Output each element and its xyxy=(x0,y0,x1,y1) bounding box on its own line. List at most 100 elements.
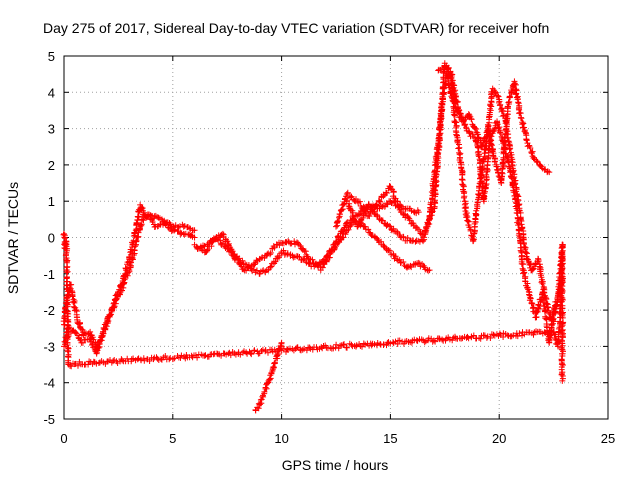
data-point-run xyxy=(463,127,480,145)
data-point-run xyxy=(435,96,446,147)
data-point-run xyxy=(126,241,139,271)
data-point xyxy=(546,169,553,176)
x-axis-label: GPS time / hours xyxy=(282,457,389,473)
x-tick-labels: 0 5 10 15 20 25 xyxy=(60,431,615,446)
data-point xyxy=(278,339,285,346)
data-point-run xyxy=(426,178,437,222)
data-point-run xyxy=(498,104,511,184)
data-point xyxy=(343,190,350,197)
data-point-run xyxy=(535,255,548,296)
y-axis-label: SDTVAR / TECUs xyxy=(5,182,21,294)
data-point-run xyxy=(108,291,123,313)
data-point-run xyxy=(67,281,80,321)
data-point-run xyxy=(257,392,267,407)
x-tick-label: 20 xyxy=(492,431,506,446)
data-point-run xyxy=(419,217,433,243)
series-track-7 xyxy=(435,63,553,187)
x-tick-label: 25 xyxy=(601,431,615,446)
data-point-run xyxy=(74,316,87,338)
data-point-run xyxy=(515,202,529,253)
data-point-run xyxy=(268,250,285,270)
data-point-run xyxy=(161,220,175,235)
data-point-run xyxy=(297,242,312,262)
data-point xyxy=(393,256,400,263)
data-point-run xyxy=(476,142,490,187)
data-point-run xyxy=(520,269,533,298)
data-point-run xyxy=(509,162,523,208)
x-tick-label: 10 xyxy=(274,431,288,446)
data-point-run xyxy=(286,238,302,248)
data-point-run xyxy=(181,230,196,240)
data-point-run xyxy=(387,184,404,215)
series-track-8 xyxy=(252,339,285,414)
data-point xyxy=(191,234,198,241)
data-point-run xyxy=(72,329,84,344)
data-point-run xyxy=(373,235,388,251)
data-point-run xyxy=(491,87,502,100)
data-point-run xyxy=(406,205,421,217)
data-point-run xyxy=(231,254,247,273)
data-point-run xyxy=(466,112,478,131)
data-point xyxy=(376,198,383,205)
data-point-run xyxy=(558,242,567,382)
data-point-run xyxy=(243,261,258,274)
data-point xyxy=(191,227,198,234)
data-point-run xyxy=(220,231,237,257)
data-point-run xyxy=(133,205,144,232)
data-point xyxy=(415,209,422,216)
y-tick-label: -1 xyxy=(43,267,55,282)
y-tick-label: 1 xyxy=(48,194,55,209)
data-point xyxy=(415,259,422,266)
data-point-run xyxy=(456,157,470,218)
data-point-run xyxy=(170,221,186,231)
data-markers xyxy=(60,60,567,414)
series-track-4 xyxy=(195,216,433,274)
y-tick-labels: -5 -4 -3 -2 -1 0 1 2 3 4 5 xyxy=(43,49,55,427)
data-point-run xyxy=(333,220,349,245)
data-point-run xyxy=(333,193,350,229)
chart-title: Day 275 of 2017, Sidereal Day-to-day VTE… xyxy=(43,20,549,36)
data-point-run xyxy=(531,156,545,170)
data-point-run xyxy=(62,238,71,289)
y-tick-label: -5 xyxy=(43,412,55,427)
data-point-run xyxy=(518,115,530,144)
x-tick-label: 15 xyxy=(383,431,397,446)
x-tick-label: 0 xyxy=(60,431,67,446)
data-point xyxy=(426,267,433,274)
data-point-run xyxy=(485,127,499,162)
data-point xyxy=(333,223,339,230)
data-point-run xyxy=(452,104,465,124)
data-point-run xyxy=(67,327,555,370)
data-point-run xyxy=(257,264,274,276)
data-point-run xyxy=(378,217,393,229)
data-point xyxy=(126,267,133,274)
y-tick-label: 3 xyxy=(48,122,55,137)
data-point-run xyxy=(365,201,383,222)
data-point xyxy=(296,241,303,248)
data-point xyxy=(139,216,146,223)
data-point-run xyxy=(430,142,442,182)
data-point-run xyxy=(100,307,115,335)
data-point xyxy=(559,377,566,384)
y-tick-label: 4 xyxy=(48,85,55,100)
data-point-run xyxy=(118,268,133,294)
data-point-run xyxy=(383,246,399,262)
data-point-run xyxy=(290,253,305,263)
data-point-run xyxy=(328,236,345,254)
data-point-run xyxy=(377,183,393,205)
data-point-run xyxy=(511,80,524,121)
series-track-9 xyxy=(60,230,567,384)
x-tick-label: 5 xyxy=(169,431,176,446)
data-point-run xyxy=(63,286,72,366)
data-point-run xyxy=(138,204,147,218)
data-point xyxy=(387,223,394,230)
data-point-run xyxy=(448,75,459,111)
data-point-run xyxy=(523,249,535,274)
y-tick-label: 0 xyxy=(48,231,55,246)
y-tick-label: -3 xyxy=(43,339,55,354)
data-point-run xyxy=(548,294,561,323)
y-tick-label: -2 xyxy=(43,303,55,318)
data-point-run xyxy=(81,330,92,338)
y-tick-label: 5 xyxy=(48,49,55,64)
